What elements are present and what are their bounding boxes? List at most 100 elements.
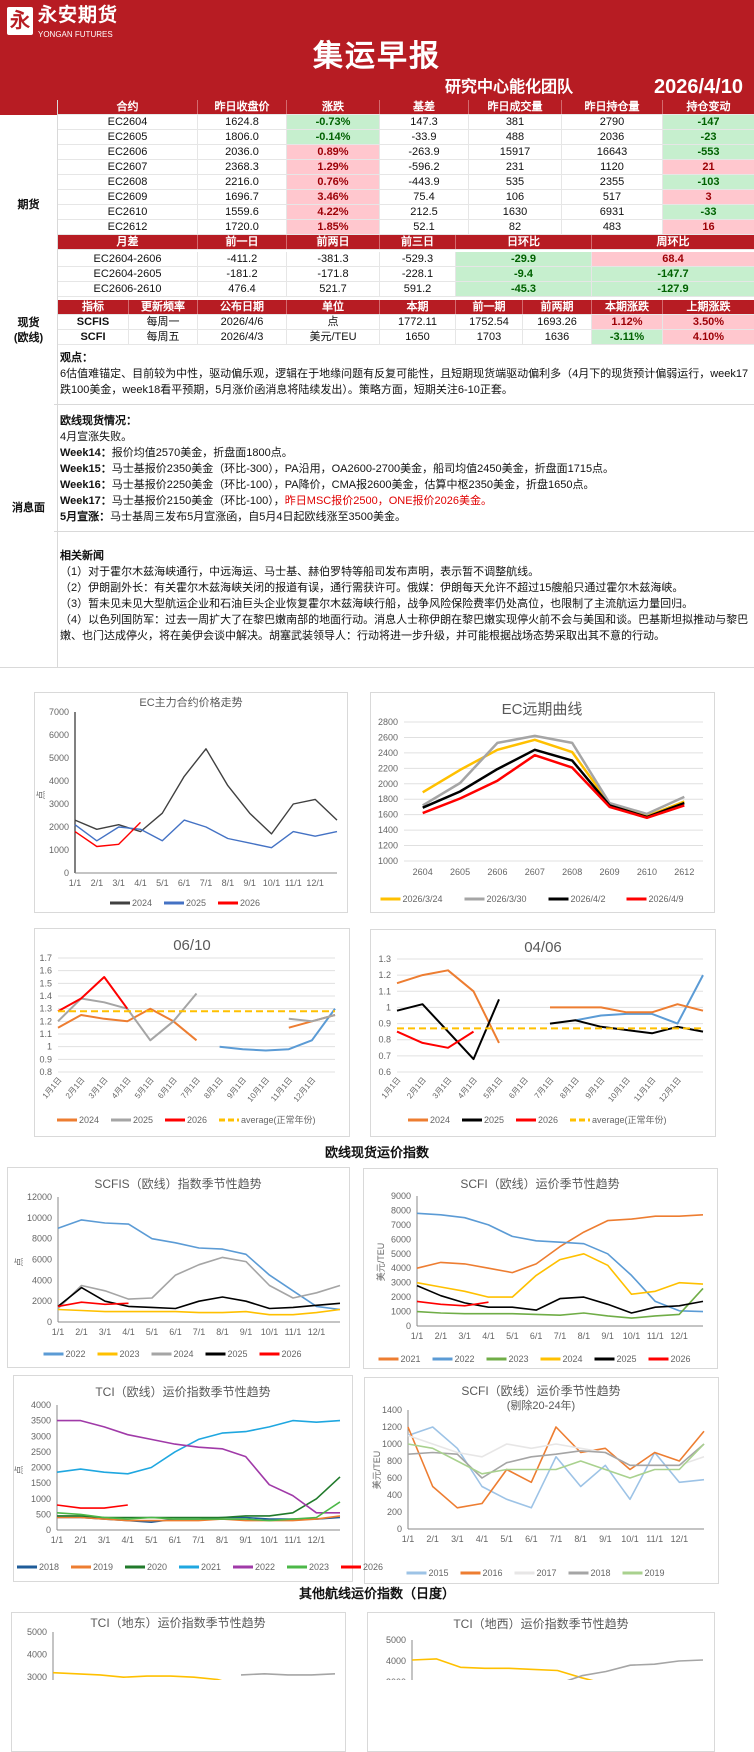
spot-row-cell: 1.12% <box>591 315 662 329</box>
y-tick-label: 1.3 <box>378 954 391 964</box>
series-line-2022 <box>416 1212 704 1313</box>
series-line-2022 <box>57 1219 341 1311</box>
futures-row-cell: 1120 <box>561 160 662 174</box>
x-tick-label: 2/1 <box>435 1331 448 1341</box>
spread-header-row-cell: 前一日 <box>197 235 286 249</box>
x-tick-label: 12/1 <box>306 878 324 888</box>
spot-line-key: Week15： <box>60 463 112 475</box>
series-line-2019 <box>57 1515 341 1522</box>
y-tick-label: 1.1 <box>378 986 391 996</box>
futures-row-cell: 1806.0 <box>197 130 286 144</box>
legend-label: 2017 <box>537 1568 557 1578</box>
spot-row-cell: 1693.26 <box>522 315 591 329</box>
chart-title: SCFIS（欧线）指数季节性趋势 <box>94 1176 261 1191</box>
futures-row-cell: -263.9 <box>379 145 468 159</box>
x-tick-label: 12/1 <box>671 1534 689 1544</box>
futures-row-cell: 147.3 <box>379 115 468 129</box>
x-tick-label: 9/1 <box>243 878 256 888</box>
y-tick-label: 1400 <box>378 825 398 835</box>
futures-row-cell: 21 <box>662 160 754 174</box>
futures-row-cell: 2790 <box>561 115 662 129</box>
spot-week-line: Week17：马士基报价2150美金（环比-100），昨日MSC报价2500，O… <box>60 493 750 509</box>
y-tick-label: 2000 <box>378 779 398 789</box>
x-tick-label: 5/1 <box>500 1534 513 1544</box>
related-news-title: 相关新闻 <box>60 550 104 562</box>
legend-label: 2026 <box>187 1115 207 1125</box>
y-tick-label: 2000 <box>391 1292 411 1302</box>
y-tick-label: 1.7 <box>39 953 52 963</box>
y-axis-label: 美元/TEU <box>371 1451 382 1490</box>
y-tick-label: 800 <box>387 1456 402 1466</box>
spread-row-cell: -529.3 <box>379 252 455 266</box>
spot-header-row-cell: 本期涨跌 <box>591 300 662 314</box>
legend-label: 2025 <box>133 1115 153 1125</box>
y-tick-label: 0.8 <box>39 1067 52 1077</box>
x-tick-label: 2/1 <box>74 1535 87 1545</box>
y-tick-label: 0 <box>47 1317 52 1327</box>
y-tick-label: 0.6 <box>378 1067 391 1077</box>
chart-panel <box>363 1168 718 1369</box>
y-tick-label: 2200 <box>378 763 398 773</box>
y-tick-label: 10000 <box>27 1213 52 1223</box>
legend-label: 2026/3/24 <box>403 894 443 904</box>
spread-row-cell: 68.4 <box>591 252 754 266</box>
legend-label: 2024 <box>430 1115 450 1125</box>
x-tick-label: 6月1日 <box>156 1076 179 1101</box>
x-tick-label: 10/1 <box>263 878 281 888</box>
futures-row-cell: 2368.3 <box>197 160 286 174</box>
y-tick-label: 1.6 <box>39 966 52 976</box>
x-tick-label: 6/1 <box>178 878 191 888</box>
series-line-2023 <box>57 1308 341 1316</box>
x-tick-label: 2608 <box>562 867 582 877</box>
spot-row-cell: 3.50% <box>662 315 754 329</box>
y-tick-label: 3500 <box>31 1416 51 1426</box>
x-tick-label: 4/1 <box>122 1327 135 1337</box>
news-item: （4）以色列国防军：过去一周扩大了在黎巴嫩南部的地面行动。消息人士称伊朗在黎巴嫩… <box>60 614 749 642</box>
x-tick-label: 6/1 <box>169 1327 182 1337</box>
y-tick-label: 1.5 <box>39 978 52 988</box>
legend-label: 2026 <box>282 1349 302 1359</box>
x-tick-label: 1月1日 <box>380 1076 403 1101</box>
y-tick-label: 1600 <box>378 810 398 820</box>
x-tick-label: 10月1日 <box>606 1076 632 1104</box>
x-tick-label: 4月1日 <box>110 1076 133 1101</box>
x-tick-label: 11/1 <box>284 1535 301 1545</box>
y-tick-label: 1.2 <box>39 1016 52 1026</box>
x-tick-label: 10/1 <box>260 1535 278 1545</box>
futures-row-cell: 0.89% <box>286 145 379 159</box>
spot-row-cell: 2026/4/3 <box>197 330 286 344</box>
spot-row: SCFIS 每周一 2026/4/6 点 1772.11 1752.54 1693.26 1.… <box>57 315 754 330</box>
y-tick-label: 5000 <box>27 1627 47 1637</box>
spot-row: SCFI 每周五 2026/4/3 美元/TEU 1650 1703 1636 -3.11% 4… <box>57 330 754 345</box>
series-line-2024 <box>74 748 338 835</box>
news-item: （3）暂未见未见大型航运企业和石油巨头企业恢复霍尔木兹海峡行船，战争风险保险费率… <box>60 598 694 610</box>
x-tick-label: 7/1 <box>192 1535 205 1545</box>
legend-label: 2025 <box>228 1349 248 1359</box>
futures-row-cell: 1720.0 <box>197 220 286 234</box>
x-tick-label: 4/1 <box>482 1331 495 1341</box>
y-tick-label: 7000 <box>49 707 69 717</box>
legend-label: 2026/3/30 <box>487 894 527 904</box>
series-line-2025 <box>549 1019 704 1035</box>
spot-header-row-cell: 前一期 <box>455 300 522 314</box>
x-tick-label: 7/1 <box>193 1327 206 1337</box>
spread-row-cell: -228.1 <box>379 267 455 281</box>
y-tick-label: 4000 <box>32 1275 52 1285</box>
x-tick-label: 3/1 <box>99 1327 112 1337</box>
futures-row-cell: 231 <box>468 160 561 174</box>
x-tick-label: 9/1 <box>239 1535 252 1545</box>
view-section: 观点： 6估值难锚定、目前较为中性，驱动偏乐观，逻辑在于地缘问题有反复可能性，且… <box>57 350 754 398</box>
x-tick-label: 2610 <box>637 867 657 877</box>
x-tick-label: 8月1日 <box>202 1076 225 1101</box>
news-label: 消息面 <box>12 502 45 514</box>
legend-label: 2026 <box>671 1354 691 1364</box>
futures-row-cell: 1559.6 <box>197 205 286 219</box>
legend-label: 2020 <box>147 1562 167 1572</box>
legend-label: 2026/4/9 <box>649 894 684 904</box>
y-tick-label: 12000 <box>27 1192 52 1202</box>
commentary-column: 观点： 6估值难锚定、目前较为中性，驱动偏乐观，逻辑在于地缘问题有反复可能性，且… <box>54 350 754 644</box>
report-title: 集运早报 <box>313 40 441 73</box>
chart-title: SCFI（欧线）运价季节性趋势 <box>461 1384 620 1398</box>
futures-row-cell: -443.9 <box>379 175 468 189</box>
y-tick-label: 1400 <box>382 1405 402 1415</box>
